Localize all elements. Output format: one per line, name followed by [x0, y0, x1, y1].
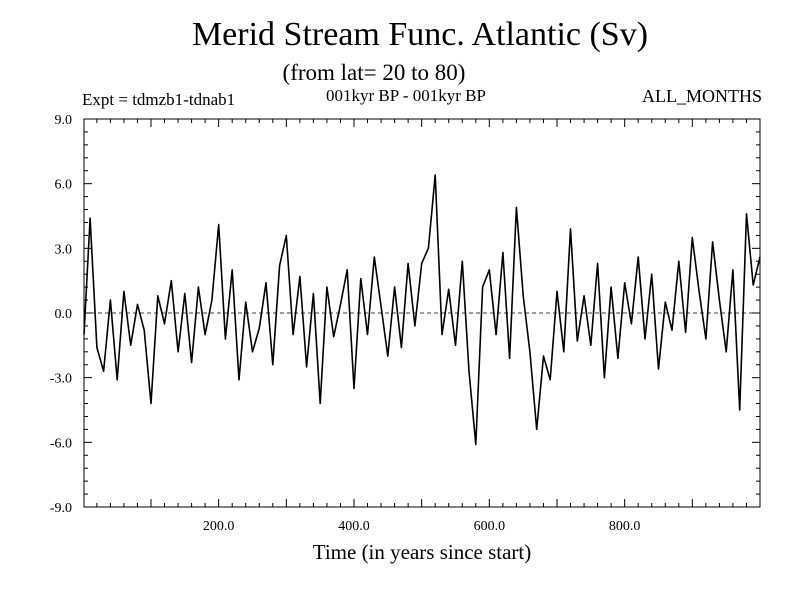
- months-label: ALL_MONTHS: [642, 86, 762, 106]
- y-tick-label: -6.0: [50, 436, 72, 451]
- series-line-0: [83, 174, 761, 446]
- y-tick-label: 3.0: [55, 242, 73, 257]
- chart-subtitle: (from lat= 20 to 80): [282, 60, 466, 85]
- y-tick-label: 6.0: [55, 178, 73, 193]
- y-tick-label: 9.0: [55, 113, 73, 128]
- x-tick-label: 400.0: [338, 519, 370, 534]
- x-tick-label: 800.0: [609, 519, 641, 534]
- experiment-label: Expt = tdmzb1-tdnab1: [82, 90, 236, 109]
- period-label: 001kyr BP - 001kyr BP: [326, 86, 486, 105]
- y-tick-label: -3.0: [50, 372, 72, 387]
- x-axis-label: Time (in years since start): [312, 540, 532, 564]
- y-tick-label: 0.0: [55, 307, 73, 322]
- x-tick-label: 200.0: [203, 519, 235, 534]
- y-tick-label: -9.0: [50, 501, 72, 516]
- plot-area: -9.0 -6.0 -3.0 0.0 3.0 6.0 9.0 200.0 400.0 600.0 8…: [50, 113, 761, 534]
- x-tick-label: 600.0: [474, 519, 506, 534]
- chart-title: Merid Stream Func. Atlantic (Sv): [191, 16, 649, 53]
